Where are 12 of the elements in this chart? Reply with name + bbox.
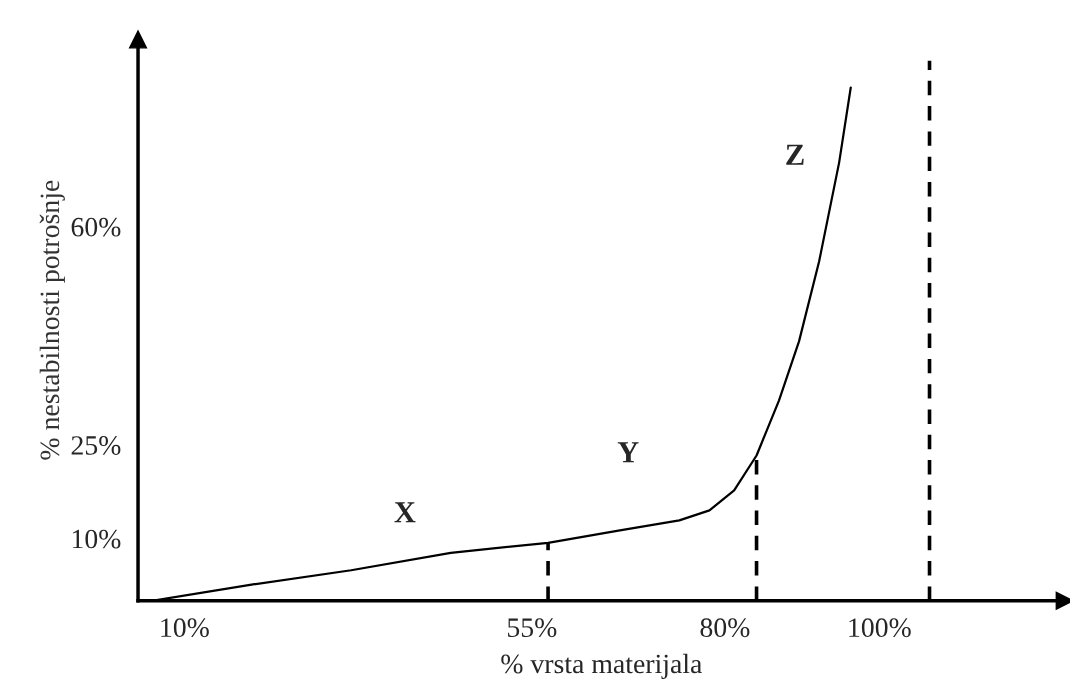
annotation: Z — [786, 144, 804, 165]
x-tick-label: 100% — [849, 618, 911, 638]
annotation: Y — [617, 442, 639, 463]
x-axis-title: % vrsta materijala — [501, 653, 702, 679]
y-tick-label: 60% — [71, 217, 121, 237]
y-tick-label: 10% — [72, 529, 121, 549]
annotation: X — [394, 502, 416, 523]
x-tick-label: 10% — [161, 618, 209, 638]
y-axis-title: % nestabilnosti potrošnje — [39, 180, 65, 460]
y-tick-label: 25% — [71, 436, 121, 455]
x-tick-label: 80% — [700, 618, 750, 638]
x-tick-label: 55% — [508, 618, 557, 638]
